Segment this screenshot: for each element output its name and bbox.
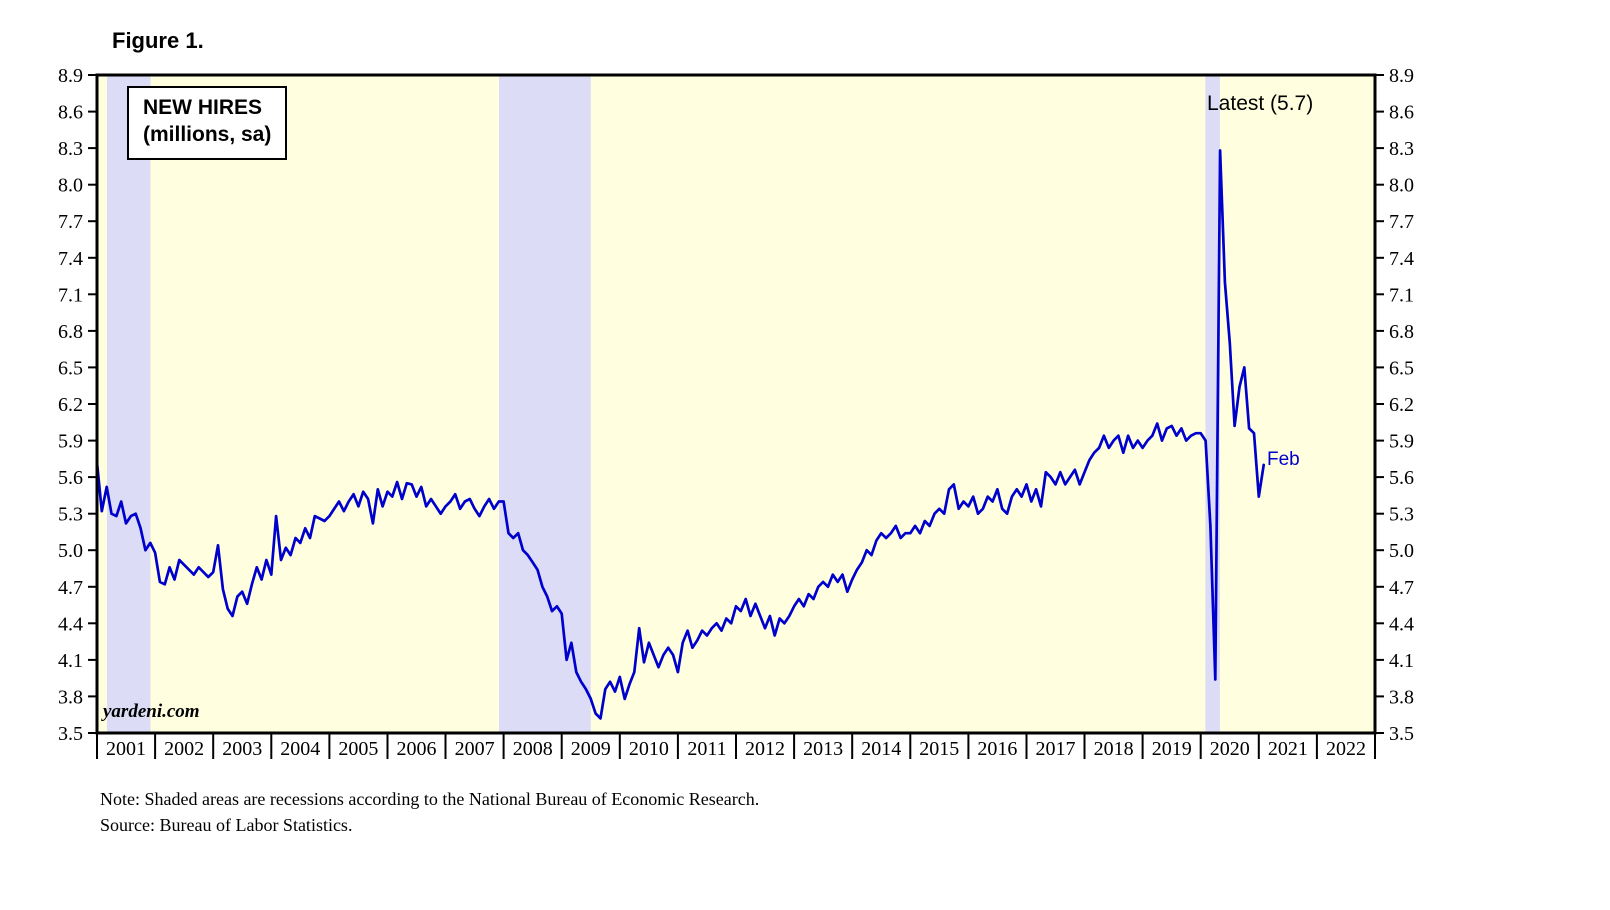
y-tick-label-left: 7.4 xyxy=(58,248,83,270)
x-year-label: 2017 xyxy=(1036,738,1076,760)
y-tick-label-right: 5.0 xyxy=(1389,540,1414,562)
x-year-label: 2018 xyxy=(1094,738,1134,760)
x-year-label: 2006 xyxy=(397,738,437,760)
y-tick-label-left: 7.1 xyxy=(58,284,83,306)
y-tick-label-right: 7.1 xyxy=(1389,284,1414,306)
yardeni-watermark: yardeni.com xyxy=(103,701,200,722)
footnotes: Note: Shaded areas are recessions accord… xyxy=(100,786,759,838)
y-tick-label-left: 8.3 xyxy=(58,138,83,160)
x-year-label: 2010 xyxy=(629,738,669,760)
figure-label: Figure 1. xyxy=(112,28,204,53)
legend-subtitle: (millions, sa) xyxy=(143,122,272,146)
y-tick-label-right: 4.7 xyxy=(1389,577,1414,599)
x-year-label: 2003 xyxy=(222,738,262,760)
y-tick-label-right: 6.8 xyxy=(1389,321,1414,343)
y-tick-label-right: 5.6 xyxy=(1389,467,1414,489)
y-tick-label-right: 4.4 xyxy=(1389,613,1414,635)
y-tick-label-left: 3.5 xyxy=(58,723,83,745)
x-year-label: 2016 xyxy=(977,738,1017,760)
legend-title: NEW HIRES xyxy=(143,96,263,119)
plot-frame xyxy=(95,73,1377,735)
x-year-label: 2007 xyxy=(455,738,495,760)
y-tick-label-right: 8.6 xyxy=(1389,102,1414,124)
source-line: Source: Bureau of Labor Statistics. xyxy=(100,815,353,835)
y-tick-label-left: 4.4 xyxy=(58,613,83,635)
y-tick-label-right: 7.7 xyxy=(1389,211,1414,233)
x-year-label: 2013 xyxy=(803,738,843,760)
new-hires-line xyxy=(95,149,1266,720)
x-year-label: 2022 xyxy=(1326,738,1366,760)
x-year-label: 2012 xyxy=(745,738,785,760)
x-year-label: 2020 xyxy=(1210,738,1250,760)
y-tick-label-left: 5.0 xyxy=(58,540,83,562)
x-year-label: 2002 xyxy=(164,738,204,760)
y-tick-label-right: 8.9 xyxy=(1389,65,1414,87)
y-tick-label-left: 8.6 xyxy=(58,102,83,124)
x-year-label: 2005 xyxy=(338,738,378,760)
y-tick-label-left: 5.3 xyxy=(58,504,83,526)
y-tick-label-right: 6.5 xyxy=(1389,357,1414,379)
x-year-label: 2015 xyxy=(919,738,959,760)
x-year-label: 2004 xyxy=(280,738,320,760)
recession-band xyxy=(106,75,151,733)
recession-band xyxy=(499,75,591,733)
x-year-label: 2011 xyxy=(687,738,726,760)
x-year-label: 2009 xyxy=(571,738,611,760)
x-year-label: 2019 xyxy=(1152,738,1192,760)
x-year-label: 2021 xyxy=(1268,738,1308,760)
y-tick-label-left: 6.2 xyxy=(58,394,83,416)
y-tick-label-left: 6.8 xyxy=(58,321,83,343)
x-year-label: 2014 xyxy=(861,738,901,760)
y-tick-label-right: 3.8 xyxy=(1389,686,1414,708)
x-year-label: 2001 xyxy=(106,738,146,760)
y-tick-label-right: 4.1 xyxy=(1389,650,1414,672)
latest-value-annotation: Latest (5.7) xyxy=(1207,92,1314,115)
y-tick-label-left: 3.8 xyxy=(58,686,83,708)
y-tick-label-right: 8.0 xyxy=(1389,175,1414,197)
plot-background xyxy=(97,75,1375,733)
y-tick-label-left: 8.0 xyxy=(58,175,83,197)
note-line: Note: Shaded areas are recessions accord… xyxy=(100,789,760,809)
y-tick-label-left: 8.9 xyxy=(58,65,83,87)
y-tick-label-right: 8.3 xyxy=(1389,138,1414,160)
y-tick-label-left: 6.5 xyxy=(58,357,83,379)
y-tick-label-left: 4.7 xyxy=(58,577,83,599)
y-tick-label-right: 7.4 xyxy=(1389,248,1414,270)
y-tick-label-right: 3.5 xyxy=(1389,723,1414,745)
y-tick-label-left: 5.6 xyxy=(58,467,83,489)
y-tick-label-left: 5.9 xyxy=(58,431,83,453)
y-tick-label-right: 5.3 xyxy=(1389,504,1414,526)
legend-box: NEW HIRES (millions, sa) xyxy=(127,86,288,160)
y-tick-label-right: 5.9 xyxy=(1389,431,1414,453)
y-tick-label-left: 7.7 xyxy=(58,211,83,233)
y-tick-label-left: 4.1 xyxy=(58,650,83,672)
last-point-label: Feb xyxy=(1267,449,1300,470)
y-tick-label-right: 6.2 xyxy=(1389,394,1414,416)
x-year-label: 2008 xyxy=(513,738,553,760)
